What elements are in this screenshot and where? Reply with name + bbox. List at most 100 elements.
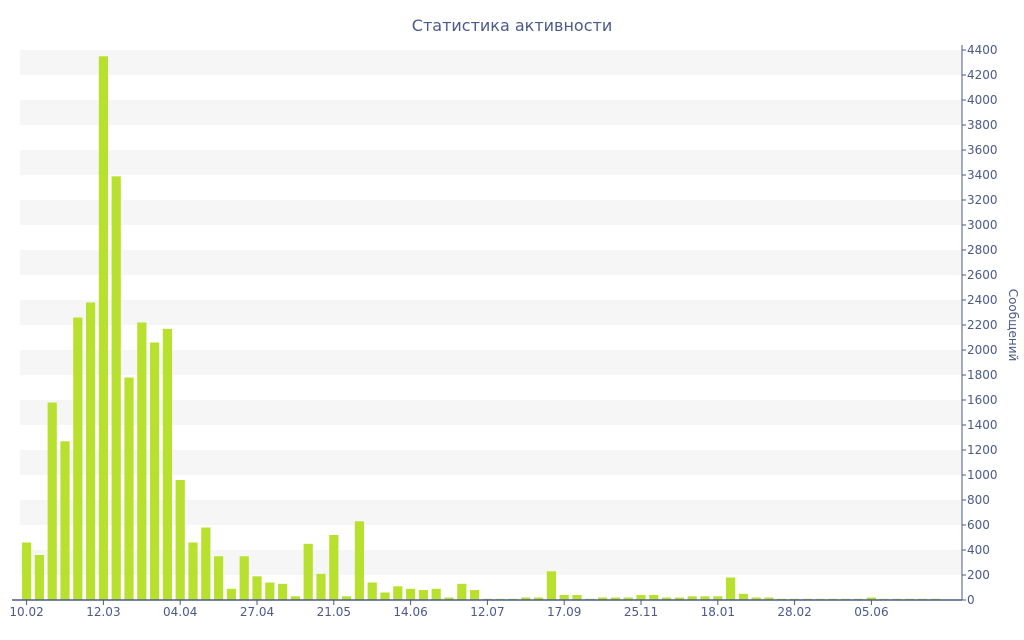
bar (559, 595, 569, 600)
x-tick-label: 04.04 (163, 605, 197, 619)
grid-band (20, 300, 962, 325)
x-tick-label: 18.01 (701, 605, 735, 619)
bar (150, 342, 160, 600)
grid-band (20, 500, 962, 525)
y-tick-label: 2000 (967, 343, 998, 357)
grid-band (20, 100, 962, 125)
x-tick-label: 27.04 (240, 605, 274, 619)
bar (457, 583, 467, 601)
y-tick-label: 600 (967, 518, 990, 532)
grid-band (20, 550, 962, 575)
bar (726, 577, 736, 600)
y-tick-label: 1400 (967, 418, 998, 432)
y-tick-label: 4200 (967, 68, 998, 82)
bar (214, 556, 224, 601)
bar (751, 597, 761, 600)
y-tick-label: 4400 (967, 43, 998, 57)
x-tick-label: 28.02 (777, 605, 811, 619)
y-tick-label: 3800 (967, 118, 998, 132)
y-tick-label: 1800 (967, 368, 998, 382)
bar (700, 596, 710, 601)
grid-band (20, 50, 962, 75)
y-tick-label: 3600 (967, 143, 998, 157)
bar (406, 588, 416, 601)
bar (380, 592, 390, 600)
bar (444, 597, 454, 600)
y-tick-label: 3400 (967, 168, 998, 182)
bar (636, 595, 646, 600)
bar (162, 328, 172, 601)
bar (34, 555, 44, 600)
bar (367, 582, 377, 600)
bar (354, 521, 364, 601)
bar (431, 588, 441, 601)
y-tick-label: 2800 (967, 243, 998, 257)
x-ticks: 10.02 12.03 04.04 27.04 21.05 14.06 12.07 17.09… (9, 600, 889, 619)
y-tick-label: 800 (967, 493, 990, 507)
y-tick-label: 2600 (967, 268, 998, 282)
bar (649, 595, 659, 600)
y-tick-label: 2200 (967, 318, 998, 332)
bar (316, 573, 326, 601)
y-tick-label: 1000 (967, 468, 998, 482)
bar (188, 542, 198, 600)
x-tick-label: 10.02 (9, 605, 43, 619)
bar (278, 583, 288, 601)
x-tick-label: 21.05 (317, 605, 351, 619)
bar (329, 535, 339, 600)
grid-band (20, 350, 962, 375)
bar (290, 596, 300, 601)
bar (73, 317, 83, 600)
grid-band (20, 450, 962, 475)
bar (674, 597, 684, 600)
bar (265, 582, 275, 600)
bar (252, 576, 262, 601)
grid-band (20, 400, 962, 425)
bar (764, 597, 774, 600)
bar (610, 597, 620, 600)
grid-band (20, 250, 962, 275)
bar (175, 480, 185, 600)
y-tick-label: 3200 (967, 193, 998, 207)
y-tick-label: 1600 (967, 393, 998, 407)
bar (572, 595, 582, 600)
y-ticks: 0 200 400 600 800 1000 1200 1400 1600 1800 2000 220… (962, 43, 998, 607)
grid-bands (20, 50, 962, 575)
chart-title: Статистика активности (412, 16, 612, 35)
bar (239, 556, 249, 601)
bar (393, 586, 403, 601)
bar (713, 596, 723, 601)
grid-band (20, 150, 962, 175)
bar (662, 597, 672, 600)
bar (124, 377, 134, 600)
bar (738, 593, 748, 601)
bar (111, 176, 121, 601)
bar (546, 571, 556, 601)
x-tick-label: 12.07 (470, 605, 504, 619)
x-tick-label: 12.03 (86, 605, 120, 619)
bar (623, 597, 633, 600)
bar (866, 597, 876, 600)
y-tick-label: 1200 (967, 443, 998, 457)
bar (342, 596, 352, 601)
y-tick-label: 2400 (967, 293, 998, 307)
x-tick-label: 14.06 (393, 605, 427, 619)
bar (303, 543, 313, 601)
bar (226, 588, 236, 601)
bar (22, 542, 32, 600)
y-tick-label: 4000 (967, 93, 998, 107)
bar (470, 590, 480, 600)
bar (521, 597, 531, 600)
grid-band (20, 200, 962, 225)
bar (598, 597, 608, 600)
bar (418, 590, 428, 600)
y-axis-title: Сообщений (1006, 289, 1020, 362)
y-tick-label: 0 (967, 593, 975, 607)
bar (137, 322, 147, 600)
x-tick-label: 17.09 (547, 605, 581, 619)
bar (98, 56, 108, 601)
y-tick-label: 200 (967, 568, 990, 582)
y-tick-label: 3000 (967, 218, 998, 232)
bar (47, 402, 57, 600)
